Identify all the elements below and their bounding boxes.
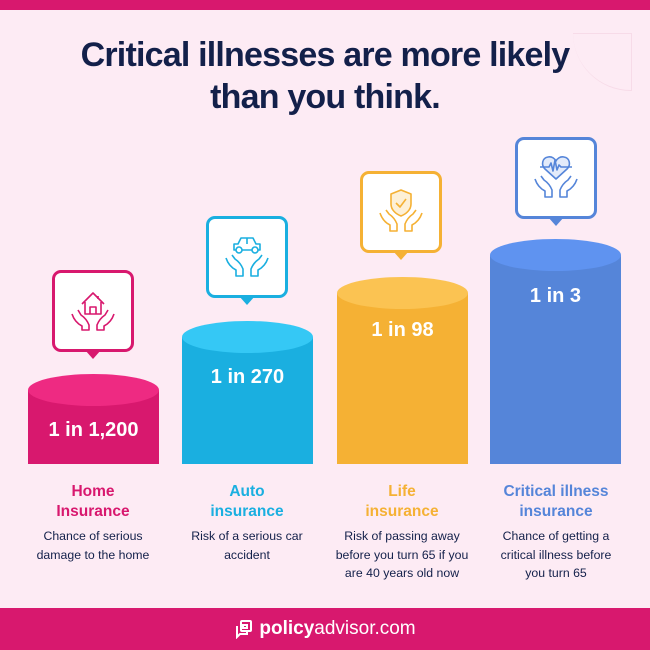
label-home-line1: Home [71, 483, 115, 500]
bar-home: 1 in 1,200 [28, 374, 159, 464]
desc-auto-line2: accident [224, 547, 270, 562]
heartbeat-in-hands-icon [534, 156, 578, 198]
label-critical-illness: Critical illness insurance [463, 482, 649, 522]
title-line-1: Critical illnesses are more likely [80, 36, 571, 74]
brand-light: advisor.com [314, 618, 416, 639]
title-line-2: than you think. [210, 78, 441, 116]
label-critical-line1: Critical illness [503, 483, 609, 500]
label-auto: Auto insurance [154, 482, 340, 522]
label-life: Life insurance [309, 482, 495, 522]
house-in-hands-icon [71, 292, 115, 331]
top-bar [0, 0, 650, 10]
desc-critical-line3: you turn 65 [525, 566, 587, 580]
label-life-line2: insurance [365, 503, 439, 520]
desc-home-line2: damage to the home [36, 547, 150, 562]
shield-in-hands-icon [379, 189, 423, 232]
description-critical-illness: Chance of getting a critical illness bef… [463, 527, 649, 583]
desc-critical-line1: Chance of getting a [502, 529, 610, 543]
label-home-line2: Insurance [56, 503, 130, 520]
home-icon-badge [52, 270, 134, 359]
desc-life-line3: are 40 years old now [344, 566, 460, 580]
bar-life: 1 in 98 [337, 277, 468, 464]
description-life: Risk of passing away before you turn 65 … [309, 527, 495, 583]
auto-icon-badge [206, 216, 288, 305]
bar-critical-illness: 1 in 3 [490, 239, 621, 464]
critical-icon-badge [515, 137, 597, 226]
desc-home-line1: Chance of serious [43, 529, 143, 543]
bar-value-home: 1 in 1,200 [48, 419, 139, 441]
bar-auto: 1 in 270 [182, 321, 313, 464]
label-auto-line1: Auto [229, 483, 265, 500]
footer-bar: policyadvisor.com [0, 608, 650, 650]
description-home: Chance of serious damage to the home [0, 527, 186, 564]
footer-brand[interactable]: policyadvisor.com [259, 618, 415, 640]
label-home: Home Insurance [0, 482, 186, 522]
desc-life-line1: Risk of passing away [344, 529, 460, 543]
label-critical-line2: insurance [519, 503, 593, 520]
policyadvisor-logo-icon [236, 620, 253, 639]
description-auto: Risk of a serious car accident [154, 527, 340, 564]
car-in-hands-icon [225, 237, 269, 277]
bar-value-life: 1 in 98 [371, 319, 434, 341]
desc-auto-line1: Risk of a serious car [191, 529, 303, 543]
label-auto-line2: insurance [210, 503, 284, 520]
label-life-line1: Life [388, 483, 416, 500]
desc-critical-line2: critical illness before [500, 547, 612, 562]
bar-value-auto: 1 in 270 [210, 366, 285, 388]
desc-life-line2: before you turn 65 if you [335, 547, 469, 562]
life-icon-badge [360, 171, 442, 260]
page-title: Critical illnesses are more likely than … [0, 34, 650, 118]
bar-value-critical: 1 in 3 [529, 285, 582, 307]
brand-bold: policy [259, 618, 315, 639]
